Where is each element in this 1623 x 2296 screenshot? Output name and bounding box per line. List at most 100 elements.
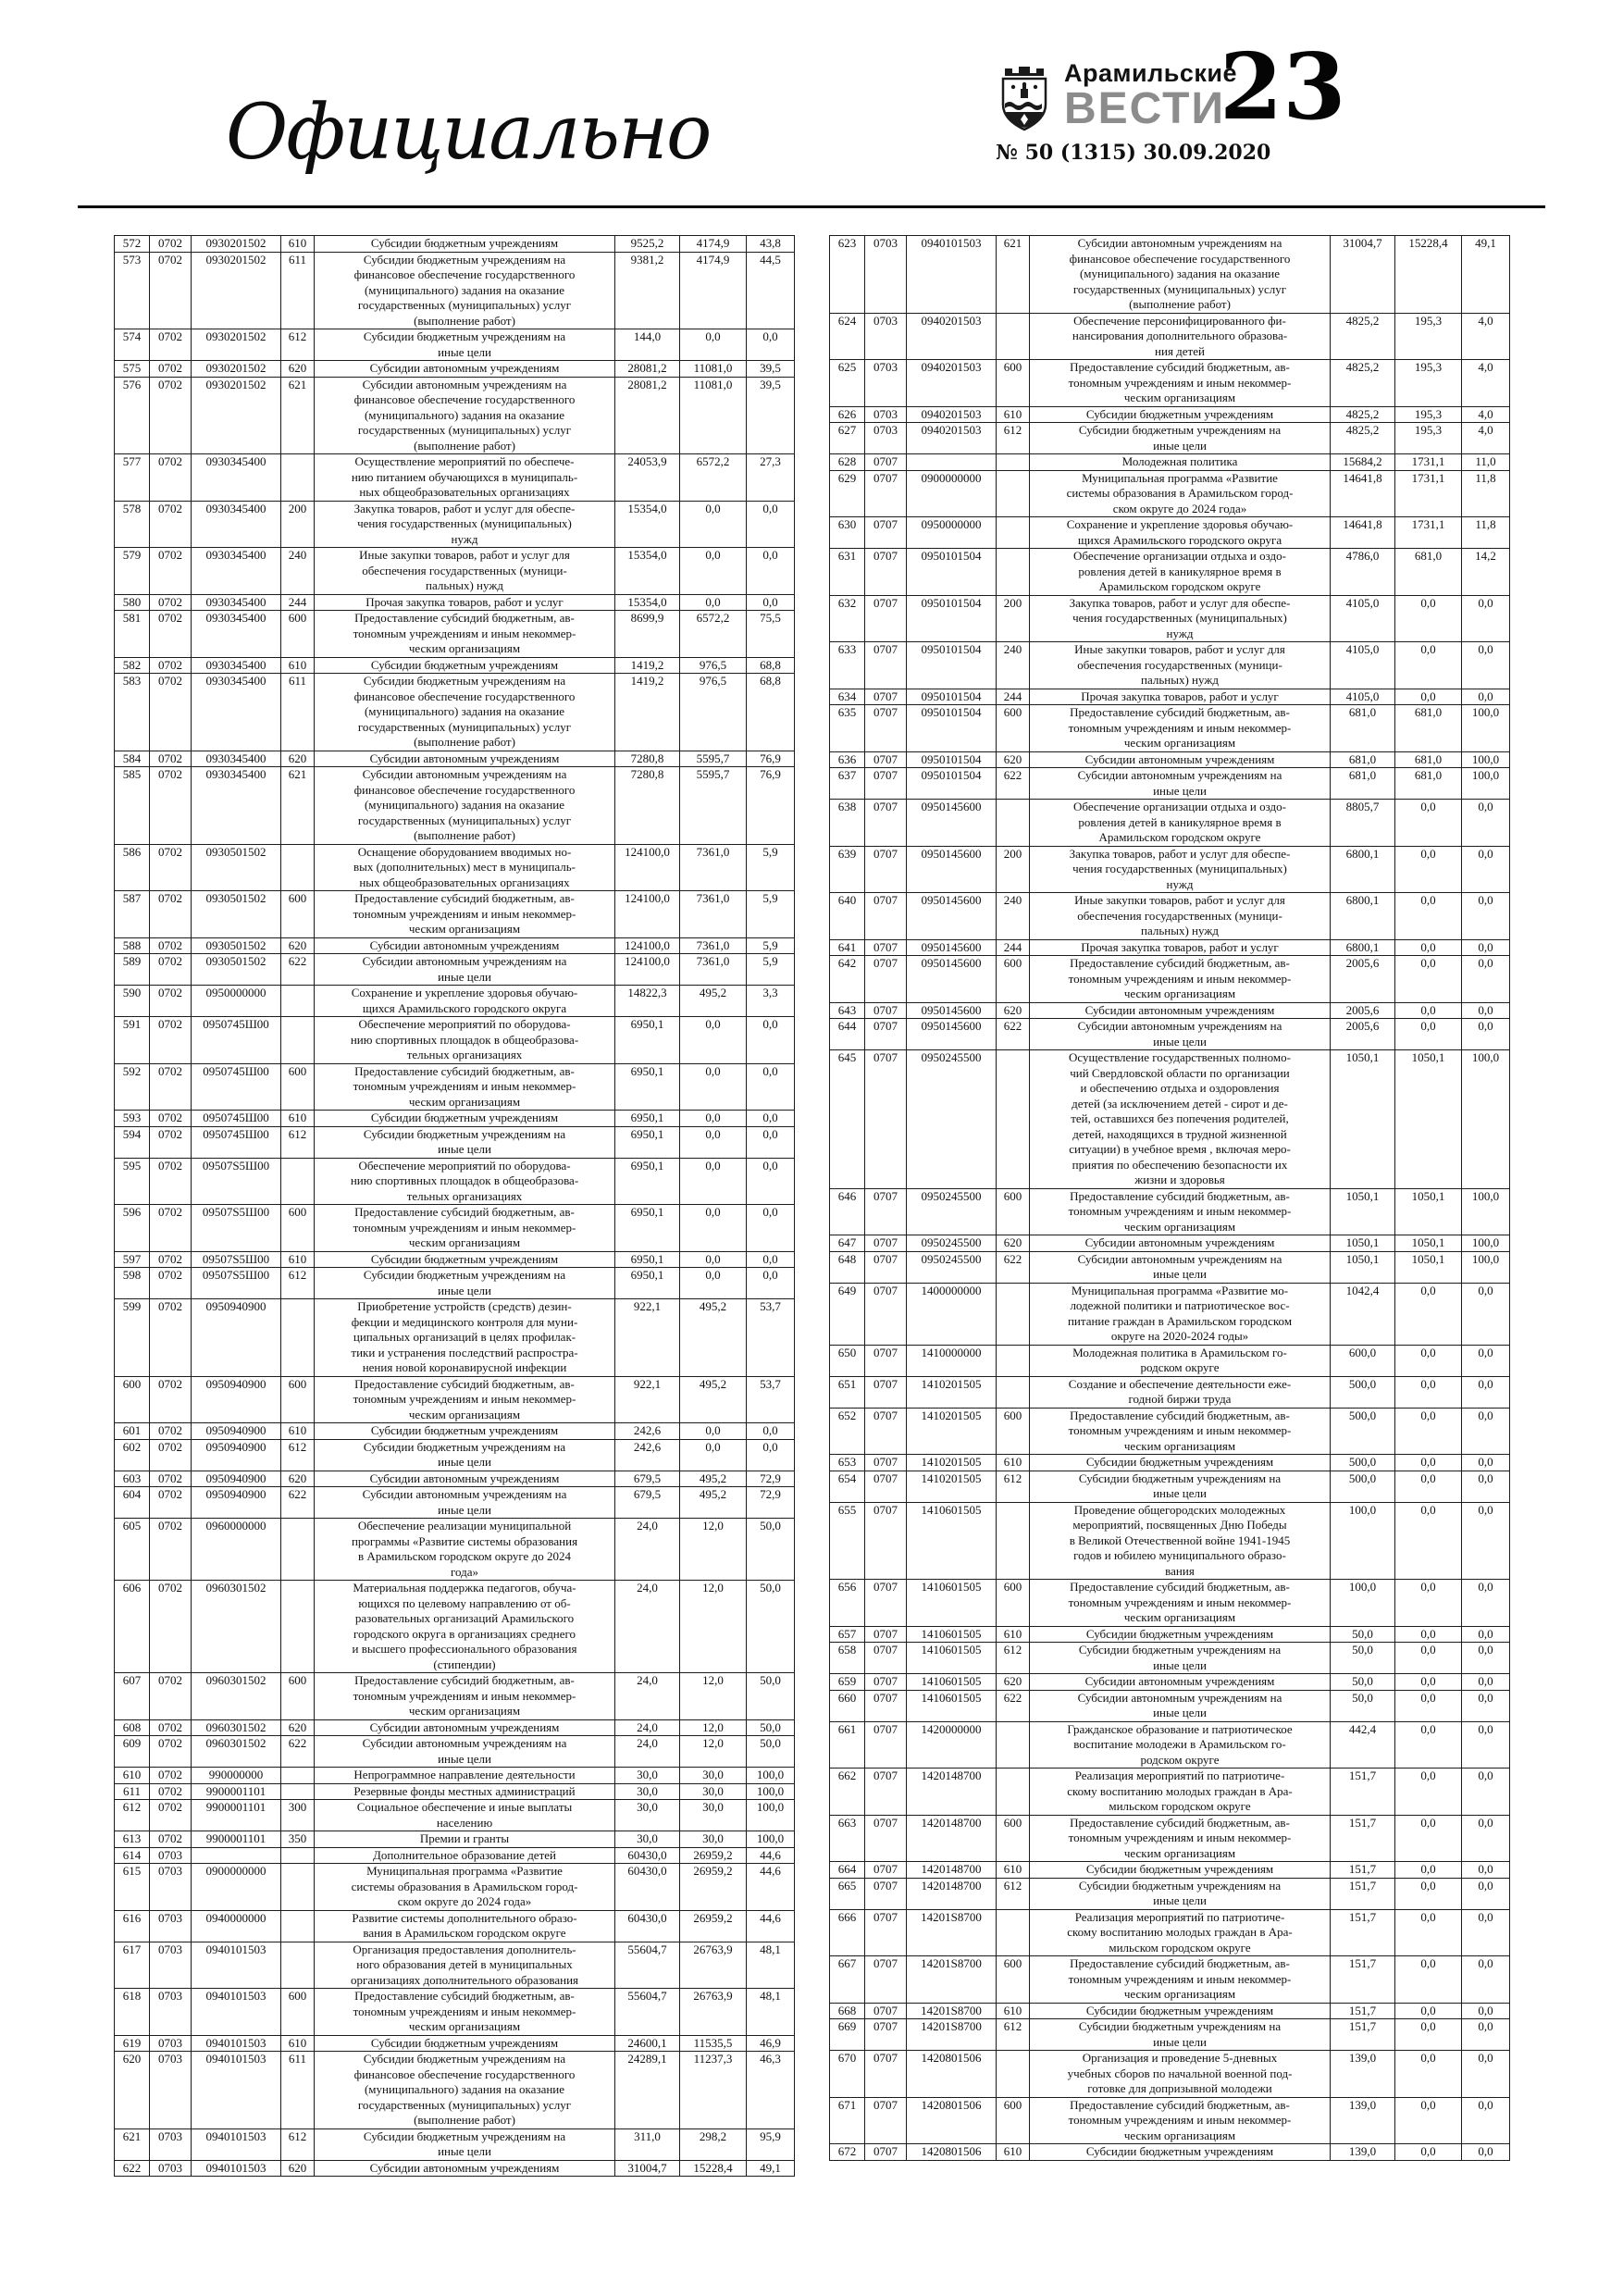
expense-name: Субсидии бюджетным учреждениям [314,2034,615,2052]
table-row: 662 0707 1420148700 Реализация мероприятий … [829,1768,1510,1816]
row-number: 594 [114,1125,150,1159]
expense-name: Предоставление субсидий бюджетным, ав- т… [314,890,615,938]
section-code: 0707 [864,1470,907,1503]
expense-type-code [280,1767,315,1784]
section-code: 0702 [149,1486,192,1519]
execution-percent: 0,0 [1461,1814,1510,1862]
executed-amount: 0,0 [1394,1768,1462,1816]
expense-name: Закупка товаров, работ и услуг для обесп… [314,500,615,548]
table-row: 613 0702 9900001101 350 Премии и гранты 30,0 3… [114,1831,795,1848]
execution-percent: 100,0 [746,1831,795,1848]
execution-percent: 53,7 [746,1375,795,1423]
expense-name: Субсидии автономным учреждениям на иные … [1029,767,1331,800]
table-row: 578 0702 0930345400 200 Закупка товаров, раб… [114,500,795,548]
target-article-code: 0930345400 [191,656,281,674]
table-row: 599 0702 0950940900 Приобретение устройств … [114,1298,795,1377]
section-code: 0702 [149,610,192,658]
expense-name: Субсидии бюджетным учреждениям [1029,2002,1331,2019]
plan-amount: 442,4 [1330,1720,1395,1769]
table-row: 642 0707 0950145600 600 Предоставление субси… [829,955,1510,1003]
expense-name: Прочая закупка товаров, работ и услуг [314,593,615,611]
execution-percent: 72,9 [746,1470,795,1487]
expense-name: Организация и проведение 5-дневных учебн… [1029,2050,1331,2098]
expense-type-code: 622 [280,953,315,986]
table-row: 647 0707 0950245500 620 Субсидии автономным … [829,1235,1510,1252]
expense-name: Резервные фонды местных администраций [314,1782,615,1800]
execution-percent: 50,0 [746,1672,795,1720]
expense-name: Предоставление субсидий бюджетным, ав- т… [1029,1407,1331,1455]
row-number: 671 [829,2096,865,2144]
section-code: 0702 [149,1672,192,1720]
execution-percent: 0,0 [1461,1018,1510,1050]
masthead-top-word: Арамильские [1064,59,1237,87]
target-article-code: 0950940900 [191,1470,281,1487]
expense-type-code: 622 [996,1250,1030,1284]
table-row: 576 0702 0930201502 621 Субсидии автономным … [114,376,795,454]
row-number: 585 [114,766,150,845]
executed-amount: 495,2 [679,1298,747,1377]
executed-amount: 0,0 [1394,1673,1462,1691]
target-article-code: 14201S8700 [906,2002,997,2019]
plan-amount: 4825,2 [1330,422,1395,454]
target-article-code [906,453,997,471]
expense-name: Субсидии автономным учреждениям на иные … [1029,1018,1331,1050]
section-code: 0702 [149,656,192,674]
plan-amount: 60430,0 [614,1909,680,1942]
expense-type-code: 300 [280,1799,315,1831]
execution-percent: 0,0 [746,547,795,595]
execution-percent: 5,9 [746,953,795,986]
executed-amount: 26959,2 [679,1846,747,1864]
execution-percent: 75,5 [746,610,795,658]
plan-amount: 144,0 [614,329,680,361]
expense-name: Субсидии бюджетным учреждениям на финанс… [314,673,615,751]
execution-percent: 0,0 [1461,1344,1510,1377]
row-number: 627 [829,422,865,454]
table-row: 596 0702 09507S5Ш00 600 Предоставление субси… [114,1204,795,1252]
target-article-code: 0930345400 [191,610,281,658]
budget-table-left-column: 572 0702 0930201502 610 Субсидии бюджетным у… [114,235,795,2177]
section-code: 0703 [864,359,907,407]
target-article-code: 0930345400 [191,453,281,502]
target-article-code: 0930501502 [191,890,281,938]
target-article-code: 0950101504 [906,548,997,596]
target-article-code: 0950101504 [906,688,997,705]
plan-amount: 4786,0 [1330,548,1395,596]
expense-name: Обеспечение персонифицированного фи- нан… [1029,312,1331,360]
expense-type-code: 620 [280,1470,315,1487]
table-row: 591 0702 0950745Ш00 Обеспечение мероприятий… [114,1016,795,1064]
section-code: 0702 [149,329,192,361]
execution-percent: 0,0 [1461,1375,1510,1409]
row-number: 655 [829,1501,865,1580]
executed-amount: 0,0 [1394,938,1462,956]
table-row: 588 0702 0930501502 620 Субсидии автономным … [114,937,795,954]
plan-amount: 679,5 [614,1486,680,1519]
expense-type-code: 610 [996,2143,1030,2161]
expense-type-code: 610 [280,235,315,253]
expense-name: Сохранение и укрепление здоровья обучаю-… [314,985,615,1017]
expense-name: Предоставление субсидий бюджетным, ав- т… [314,1375,615,1423]
section-code: 0707 [864,799,907,847]
expense-name: Обеспечение мероприятий по оборудова- ни… [314,1016,615,1064]
target-article-code: 0950145600 [906,1001,997,1019]
row-number: 580 [114,593,150,611]
execution-percent: 44,6 [746,1846,795,1864]
executed-amount: 0,0 [679,1062,747,1111]
section-code: 0707 [864,1861,907,1879]
row-number: 623 [829,235,865,314]
section-code: 0702 [149,1125,192,1159]
target-article-code: 0940101503 [191,2051,281,2129]
plan-amount: 24,0 [614,1719,680,1736]
table-row: 617 0703 0940101503 Организация предоставле… [114,1941,795,1989]
row-number: 613 [114,1831,150,1848]
execution-percent: 53,7 [746,1298,795,1377]
expense-type-code: 200 [996,594,1030,642]
expense-name: Субсидии бюджетным учреждениям на иные ц… [1029,1642,1331,1674]
execution-percent: 0,0 [1461,2143,1510,2161]
expense-type-code: 610 [280,1250,315,1268]
plan-amount: 4825,2 [1330,359,1395,407]
expense-name: Реализация мероприятий по патриотиче- ск… [1029,1768,1331,1816]
target-article-code: 0960301502 [191,1672,281,1720]
executed-amount: 0,0 [1394,1814,1462,1862]
row-number: 666 [829,1908,865,1956]
plan-amount: 60430,0 [614,1863,680,1911]
